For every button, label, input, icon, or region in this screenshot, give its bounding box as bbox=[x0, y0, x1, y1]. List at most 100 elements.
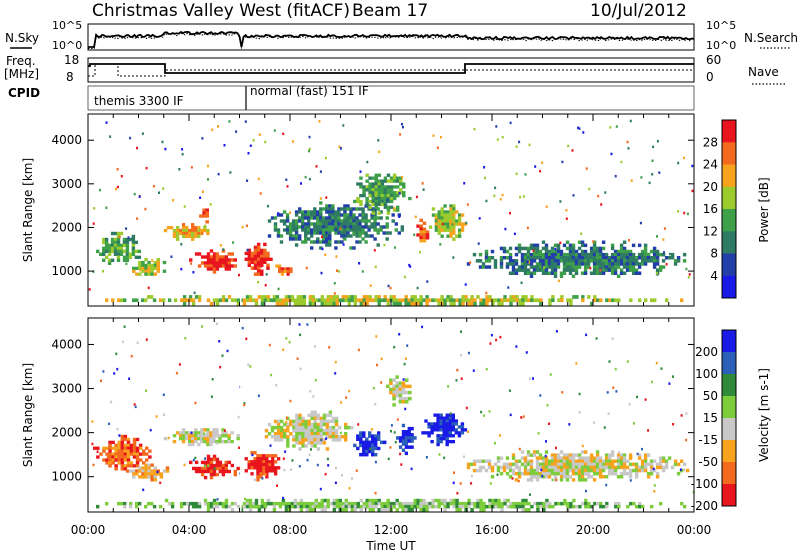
search-tick-bottom: 10^0 bbox=[706, 39, 736, 52]
velocity-colorbar-tick-7: -200 bbox=[691, 499, 718, 513]
cpid-mode-themis: themis 3300 IF bbox=[94, 94, 184, 108]
power-colorbar-tick-2: 20 bbox=[703, 180, 718, 194]
velocity-ytick-label-3: 4000 bbox=[51, 337, 82, 351]
power-colorbar-swatch-1 bbox=[722, 142, 736, 165]
power-echo-region-7 bbox=[267, 201, 404, 250]
velocity-colorbar-tick-1: 100 bbox=[695, 367, 718, 381]
velocity-colorbar-tick-3: 15 bbox=[703, 411, 718, 425]
power-colorbar-swatch-7 bbox=[722, 275, 736, 299]
power-echo-region-5 bbox=[244, 242, 273, 276]
power-colorbar-swatch-4 bbox=[722, 209, 736, 232]
power-echo-region-2 bbox=[163, 223, 210, 241]
x-tick-label-4: 16:00 bbox=[475, 523, 510, 537]
velocity-echo-region-4 bbox=[244, 451, 281, 482]
velocity-colorbar-tick-2: 50 bbox=[703, 389, 718, 403]
power-echo-region-4 bbox=[199, 208, 209, 224]
velocity-colorbar-tick-4: -15 bbox=[698, 433, 718, 447]
beam-label: Beam 17 bbox=[352, 1, 428, 21]
power-colorbar-label: Power [dB] bbox=[757, 177, 771, 242]
velocity-echo-region-1 bbox=[125, 463, 170, 482]
velocity-echo-region-2 bbox=[163, 428, 240, 447]
velocity-echo-region-9 bbox=[386, 375, 412, 407]
cpid-mode-normal: normal (fast) 151 IF bbox=[250, 84, 369, 98]
power-colorbar-swatch-2 bbox=[722, 164, 736, 188]
frequency-panel: Freq. [MHz] 18 8 60 0 Nave bbox=[4, 53, 785, 85]
power-colorbar-tick-6: 4 bbox=[710, 269, 718, 283]
velocity-ytick-label-2: 3000 bbox=[51, 382, 82, 396]
cpid-label: CPID bbox=[8, 86, 40, 100]
power-ytick-label-0: 1000 bbox=[51, 264, 82, 278]
n-search-label: N.Search bbox=[744, 31, 798, 45]
x-tick-label-3: 12:00 bbox=[374, 523, 409, 537]
power-colorbar-swatch-0 bbox=[722, 120, 736, 143]
sky-noise-line bbox=[88, 30, 695, 48]
velocity-echo-region-11 bbox=[96, 498, 687, 512]
power-colorbar-swatch-5 bbox=[722, 231, 736, 254]
power-ytick-label-3: 4000 bbox=[51, 133, 82, 147]
velocity-colorbar-tick-6: -100 bbox=[691, 477, 718, 491]
power-panel: 1000 2000 3000 4000 Slant Range [km] 28 24 20… bbox=[21, 113, 771, 307]
power-colorbar-tick-5: 8 bbox=[710, 247, 718, 261]
velocity-colorbar-swatch-4 bbox=[722, 418, 736, 441]
velocity-ytick-label-1: 2000 bbox=[51, 426, 82, 440]
power-echo-region-0 bbox=[96, 231, 141, 265]
velocity-colorbar-swatch-7 bbox=[722, 484, 736, 507]
power-echo-region-3 bbox=[189, 249, 237, 274]
plot-title: Christmas Valley West (fitACF) bbox=[92, 1, 350, 21]
velocity-colorbar-swatch-6 bbox=[722, 462, 736, 485]
velocity-echo-region-6 bbox=[353, 431, 387, 457]
x-tick-label-1: 04:00 bbox=[172, 523, 207, 537]
power-colorbar-tick-1: 24 bbox=[703, 158, 718, 172]
power-echo-region-12 bbox=[105, 295, 684, 306]
search-tick-top: 10^5 bbox=[706, 19, 736, 32]
cpid-panel: CPID themis 3300 IF normal (fast) 151 IF bbox=[8, 84, 695, 111]
nave-tick-bottom: 0 bbox=[706, 70, 714, 84]
x-tick-label-0: 00:00 bbox=[71, 523, 106, 537]
nave-tick-top: 60 bbox=[706, 53, 721, 67]
power-colorbar-swatch-3 bbox=[722, 186, 736, 210]
freq-unit-label: [MHz] bbox=[4, 67, 39, 81]
velocity-colorbar-tick-5: -50 bbox=[698, 455, 718, 469]
velocity-panel: 1000 2000 3000 4000 Slant Range [km] 200 100… bbox=[21, 317, 771, 513]
power-ytick-label-2: 3000 bbox=[51, 177, 82, 191]
power-colorbar-tick-4: 12 bbox=[703, 224, 718, 238]
power-speckle bbox=[88, 119, 694, 295]
velocity-speckle bbox=[91, 322, 695, 501]
x-tick-label-2: 08:00 bbox=[273, 523, 308, 537]
velocity-colorbar-swatch-3 bbox=[722, 396, 736, 419]
velocity-echo-region-8 bbox=[421, 413, 468, 447]
freq-tick-top: 18 bbox=[64, 53, 79, 67]
nave-label: Nave bbox=[748, 65, 779, 79]
sky-noise-panel: N.Sky 10^5 10^0 10^5 10^0 N.Search bbox=[5, 19, 798, 52]
date-label: 10/Jul/2012 bbox=[590, 1, 687, 21]
power-echo-region-9 bbox=[416, 218, 430, 243]
sky-tick-top: 10^5 bbox=[52, 19, 82, 32]
x-tick-label-5: 20:00 bbox=[576, 523, 611, 537]
velocity-ylabel: Slant Range [km] bbox=[21, 363, 35, 467]
velocity-echo-region-5 bbox=[264, 410, 354, 451]
power-ylabel: Slant Range [km] bbox=[21, 158, 35, 262]
power-echo-region-10 bbox=[428, 204, 468, 241]
velocity-echo-region-7 bbox=[396, 423, 417, 456]
velocity-colorbar-swatch-0 bbox=[722, 330, 736, 353]
power-colorbar-tick-3: 16 bbox=[703, 202, 718, 216]
power-echo-region-11 bbox=[466, 240, 687, 278]
velocity-colorbar-label: Velocity [m s-1] bbox=[757, 368, 771, 462]
power-echo-region-8 bbox=[353, 173, 412, 215]
velocity-colorbar-swatch-2 bbox=[722, 374, 736, 397]
power-colorbar-swatch-6 bbox=[722, 253, 736, 277]
power-colorbar-tick-0: 28 bbox=[703, 135, 718, 149]
n-sky-label: N.Sky bbox=[5, 31, 39, 45]
velocity-ytick-label-0: 1000 bbox=[51, 470, 82, 484]
velocity-colorbar-tick-0: 200 bbox=[695, 345, 718, 359]
power-echo-region-6 bbox=[275, 264, 293, 276]
search-noise-line bbox=[88, 32, 695, 49]
velocity-colorbar-swatch-1 bbox=[722, 352, 736, 375]
velocity-colorbar-swatch-5 bbox=[722, 440, 736, 463]
power-echo-region-1 bbox=[132, 258, 167, 276]
sky-tick-bottom: 10^0 bbox=[52, 39, 82, 52]
freq-tick-bottom: 8 bbox=[66, 70, 74, 84]
x-tick-label-6: 00:00 bbox=[677, 523, 712, 537]
velocity-echo-region-10 bbox=[466, 450, 690, 482]
